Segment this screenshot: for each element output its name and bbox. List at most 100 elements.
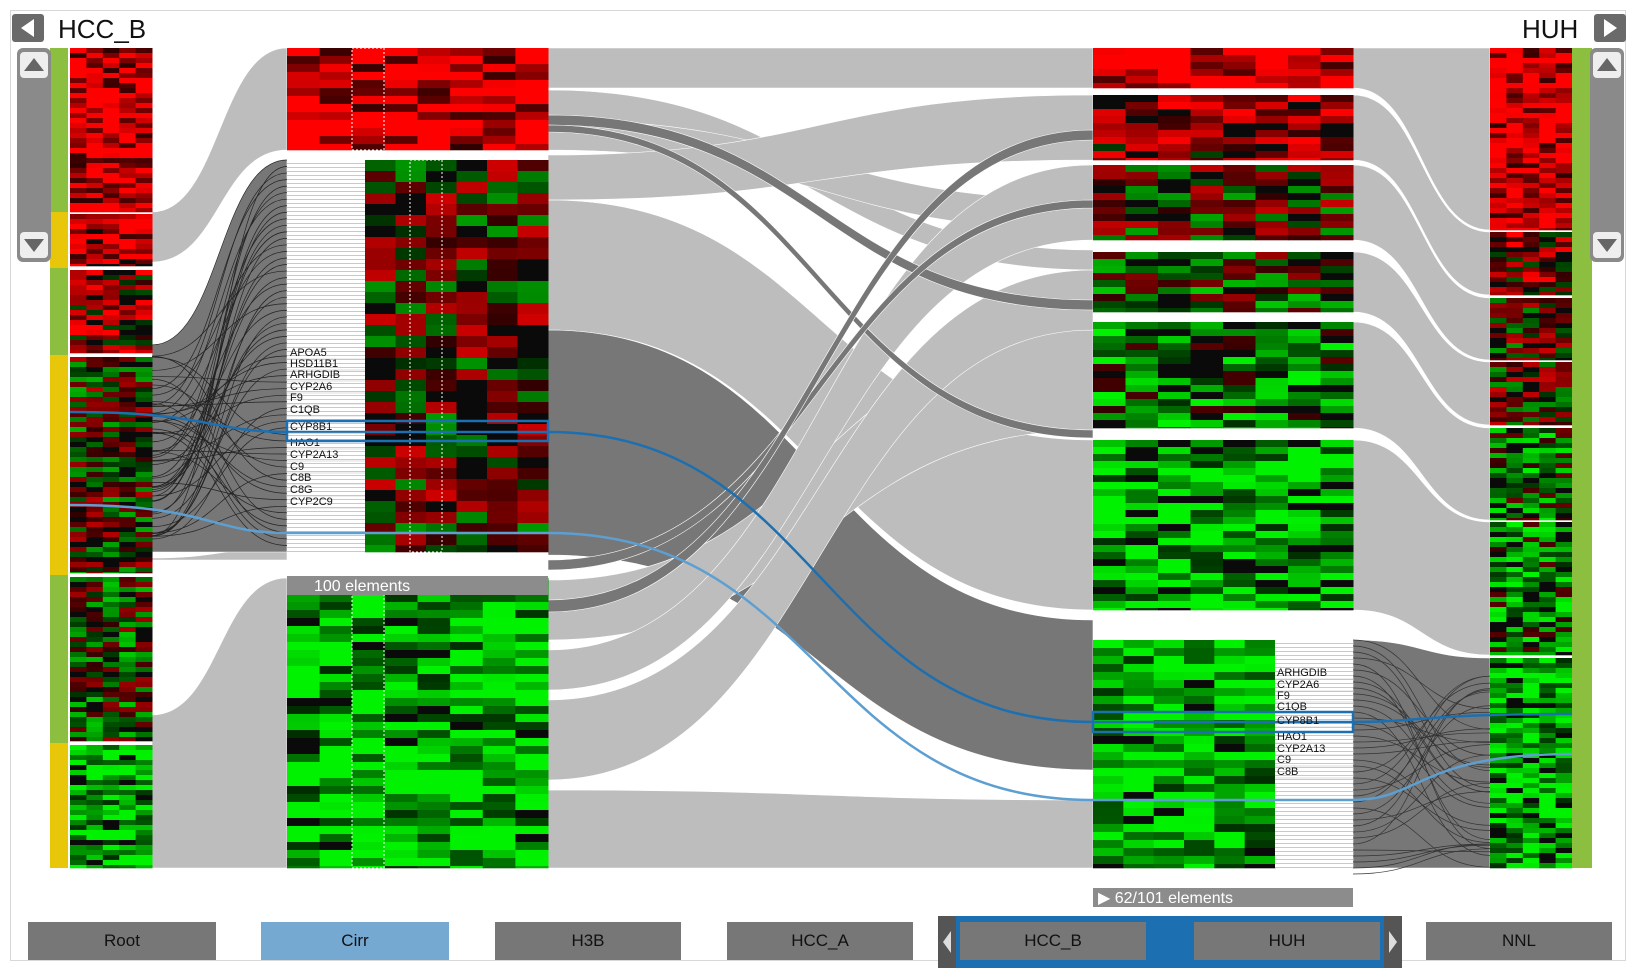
- gene-link-line: [151, 482, 288, 501]
- heatmap-cell: [1093, 848, 1124, 857]
- heatmap-cell: [1190, 392, 1224, 400]
- heatmap-cell: [1555, 808, 1573, 814]
- heatmap-cell: [1123, 688, 1155, 697]
- heatmap-cell: [1522, 48, 1540, 54]
- right-scrollbar[interactable]: [1590, 48, 1624, 262]
- heatmap-cell: [1255, 336, 1289, 344]
- heatmap-cell: [352, 144, 386, 151]
- heatmap-cell: [1522, 513, 1540, 519]
- heatmap-cell: [1093, 207, 1126, 215]
- heatmap-cell: [1490, 103, 1507, 109]
- heatmap-cell: [319, 80, 353, 89]
- heatmap-cell: [70, 285, 87, 291]
- heatmap-cell: [86, 148, 104, 154]
- heatmap-cell: [1555, 552, 1573, 558]
- heatmap-cell: [1555, 377, 1573, 383]
- heatmap-cell: [1288, 482, 1321, 490]
- heatmap-cell: [1506, 617, 1524, 623]
- tab-hcc-a[interactable]: HCC_A: [727, 922, 913, 960]
- heatmap-cell: [1539, 562, 1557, 568]
- tab-root[interactable]: Root: [28, 922, 216, 960]
- heatmap-cell: [102, 48, 120, 54]
- heatmap-cell: [1093, 768, 1124, 777]
- heatmap-cell: [384, 714, 418, 723]
- heatmap-cell: [1255, 273, 1289, 281]
- gene-link-line: [151, 378, 288, 520]
- heatmap-cell: [1490, 223, 1507, 229]
- heatmap-cell: [119, 280, 137, 286]
- heatmap-cell: [70, 183, 87, 189]
- heatmap-cell: [517, 490, 549, 502]
- heatmap-cell: [1244, 800, 1276, 809]
- heatmap-cell: [86, 687, 104, 693]
- heatmap-cell: [1320, 308, 1354, 313]
- heatmap-cell: [1093, 816, 1124, 825]
- heatmap-cell: [1093, 378, 1126, 386]
- heatmap-cell: [86, 183, 104, 189]
- heatmap-cell: [1125, 266, 1159, 274]
- scroll-down-icon[interactable]: [1593, 232, 1621, 258]
- heatmap-cell: [1125, 580, 1159, 588]
- tab-h3b[interactable]: H3B: [495, 922, 681, 960]
- heatmap-cell: [482, 794, 516, 803]
- tab-hcc-b[interactable]: HCC_B: [960, 922, 1146, 960]
- heatmap-cell: [1490, 572, 1507, 578]
- scroll-down-icon[interactable]: [20, 232, 48, 258]
- heatmap-cell: [1093, 461, 1126, 469]
- heatmap-cell: [102, 345, 120, 351]
- gene-label: CYP8B1: [1277, 715, 1319, 727]
- heatmap-cell: [1490, 188, 1507, 194]
- heatmap-cell: [1539, 602, 1557, 608]
- heatmap-cell: [70, 203, 87, 209]
- heatmap-cell: [86, 254, 104, 260]
- gene-link-line: [1352, 848, 1491, 875]
- heatmap-cell: [1123, 696, 1155, 705]
- heatmap-cell: [1125, 420, 1159, 428]
- heatmap-cell: [102, 392, 120, 398]
- heatmap-cell: [1123, 848, 1155, 857]
- heatmap-cell: [517, 424, 549, 436]
- heatmap-cell: [1539, 668, 1557, 674]
- left-scrollbar[interactable]: [17, 48, 51, 262]
- tab-cirr[interactable]: Cirr: [261, 922, 449, 960]
- nnl-heatmap: [1490, 232, 1573, 296]
- heatmap-cell: [1490, 843, 1507, 849]
- heatmap-cell: [70, 622, 87, 628]
- heatmap-cell: [352, 722, 386, 731]
- heatmap-cell: [1506, 503, 1524, 509]
- heatmap-cell: [1539, 343, 1557, 349]
- heatmap-cell: [1244, 768, 1276, 777]
- heatmap-cell: [1288, 371, 1321, 379]
- scroll-up-icon[interactable]: [20, 52, 48, 78]
- heatmap-cell: [1506, 63, 1524, 69]
- heatmap-cell: [384, 770, 418, 779]
- column-stripe: [50, 268, 68, 355]
- heatmap-cell: [1320, 601, 1354, 609]
- tab-range-right-icon[interactable]: [1384, 916, 1402, 968]
- heatmap-cell: [1522, 592, 1540, 598]
- heatmap-cell: [86, 63, 104, 69]
- heatmap-cell: [1125, 48, 1159, 56]
- heatmap-cell: [1320, 301, 1354, 309]
- tab-huh[interactable]: HUH: [1194, 922, 1380, 960]
- tab-nnl[interactable]: NNL: [1426, 922, 1612, 960]
- heatmap-cell: [482, 112, 516, 121]
- heatmap-cell: [70, 219, 87, 225]
- heatmap-cell: [1320, 482, 1354, 490]
- heatmap-cell: [86, 532, 104, 538]
- heatmap-cell: [102, 330, 120, 336]
- triangle-right-icon[interactable]: [1594, 14, 1626, 42]
- heatmap-cell: [1539, 173, 1557, 179]
- heatmap-cell: [135, 815, 153, 821]
- heatmap-cell: [102, 63, 120, 69]
- tab-range-left-icon[interactable]: [938, 916, 956, 968]
- scroll-up-icon[interactable]: [1593, 52, 1621, 78]
- heatmap-cell: [1490, 683, 1507, 689]
- heatmap-cell: [1539, 703, 1557, 709]
- heatmap-cell: [352, 834, 386, 843]
- heatmap-cell: [1522, 652, 1540, 656]
- heatmap-cell: [1190, 482, 1224, 490]
- heatmap-cell: [515, 778, 549, 787]
- heatmap-cell: [1288, 475, 1321, 483]
- triangle-left-icon[interactable]: [12, 14, 44, 42]
